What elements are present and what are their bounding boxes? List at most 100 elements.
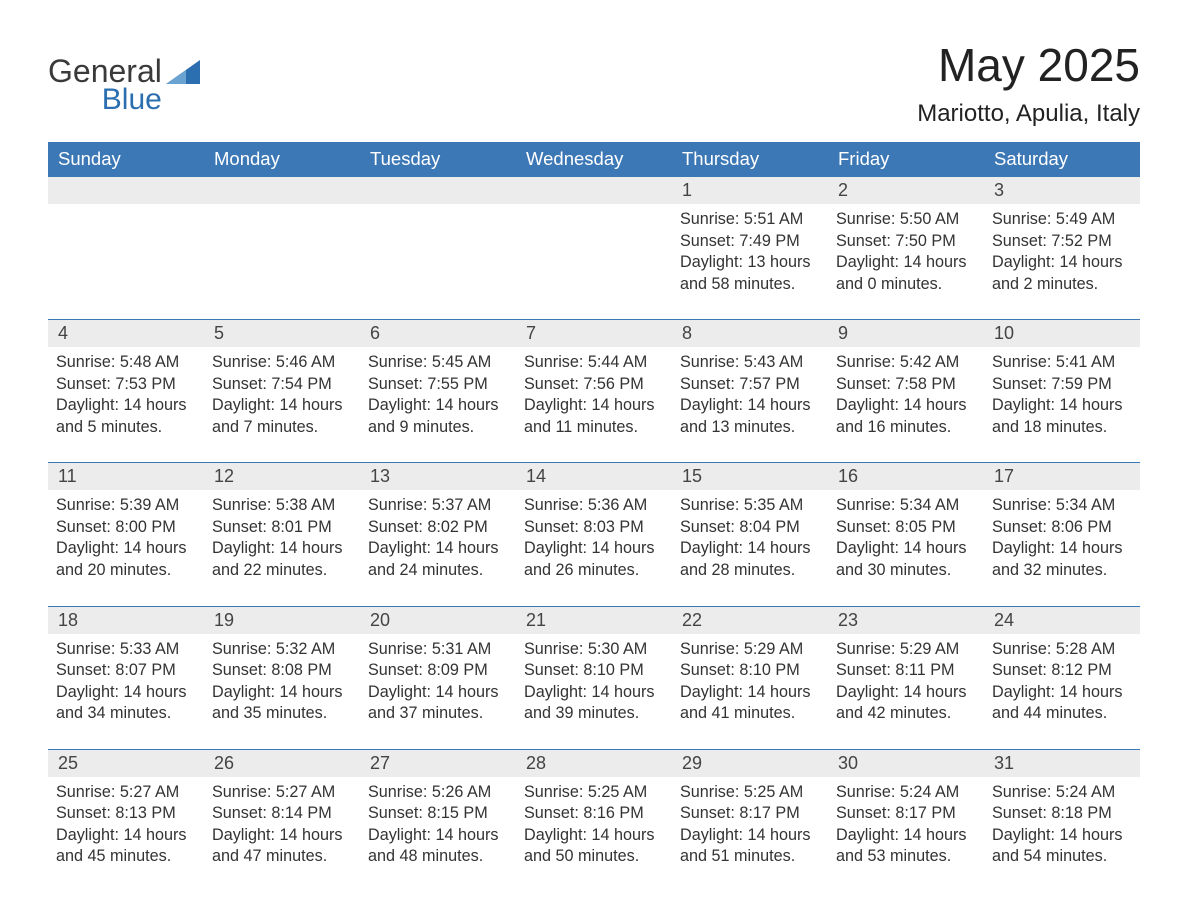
- day-details: Sunrise: 5:43 AMSunset: 7:57 PMDaylight:…: [680, 352, 820, 438]
- day-cell: 28Sunrise: 5:25 AMSunset: 8:16 PMDayligh…: [516, 750, 672, 892]
- daylight-line: Daylight: 14 hours: [992, 395, 1132, 417]
- day-number-bar: [516, 177, 672, 204]
- sunset-line: Sunset: 8:04 PM: [680, 517, 820, 539]
- day-details: Sunrise: 5:31 AMSunset: 8:09 PMDaylight:…: [368, 639, 508, 725]
- daylight-line: and 39 minutes.: [524, 703, 664, 725]
- daylight-line: and 24 minutes.: [368, 560, 508, 582]
- day-number: 19: [214, 610, 234, 630]
- sunrise-line: Sunrise: 5:29 AM: [680, 639, 820, 661]
- daylight-line: and 7 minutes.: [212, 417, 352, 439]
- day-cell: 4Sunrise: 5:48 AMSunset: 7:53 PMDaylight…: [48, 320, 204, 462]
- daylight-line: Daylight: 14 hours: [680, 682, 820, 704]
- day-number-bar: 8: [672, 320, 828, 347]
- day-cell: 3Sunrise: 5:49 AMSunset: 7:52 PMDaylight…: [984, 177, 1140, 319]
- day-number: 8: [682, 323, 692, 343]
- day-cell: 11Sunrise: 5:39 AMSunset: 8:00 PMDayligh…: [48, 463, 204, 605]
- daylight-line: and 47 minutes.: [212, 846, 352, 868]
- day-details: Sunrise: 5:45 AMSunset: 7:55 PMDaylight:…: [368, 352, 508, 438]
- sunrise-line: Sunrise: 5:44 AM: [524, 352, 664, 374]
- day-details: Sunrise: 5:26 AMSunset: 8:15 PMDaylight:…: [368, 782, 508, 868]
- day-cell: 19Sunrise: 5:32 AMSunset: 8:08 PMDayligh…: [204, 607, 360, 749]
- sunrise-line: Sunrise: 5:38 AM: [212, 495, 352, 517]
- daylight-line: Daylight: 14 hours: [992, 252, 1132, 274]
- title-block: May 2025 Mariotto, Apulia, Italy: [917, 38, 1140, 128]
- day-details: Sunrise: 5:49 AMSunset: 7:52 PMDaylight:…: [992, 209, 1132, 295]
- daylight-line: Daylight: 14 hours: [368, 682, 508, 704]
- sunset-line: Sunset: 7:55 PM: [368, 374, 508, 396]
- day-cell: 10Sunrise: 5:41 AMSunset: 7:59 PMDayligh…: [984, 320, 1140, 462]
- weekday-header: Friday: [828, 142, 984, 177]
- day-number-bar: 11: [48, 463, 204, 490]
- day-cell: [204, 177, 360, 319]
- day-number-bar: 9: [828, 320, 984, 347]
- day-number: 5: [214, 323, 224, 343]
- sunset-line: Sunset: 8:11 PM: [836, 660, 976, 682]
- sunrise-line: Sunrise: 5:26 AM: [368, 782, 508, 804]
- sunrise-line: Sunrise: 5:42 AM: [836, 352, 976, 374]
- day-number: 26: [214, 753, 234, 773]
- daylight-line: Daylight: 13 hours: [680, 252, 820, 274]
- day-number-bar: 26: [204, 750, 360, 777]
- daylight-line: Daylight: 14 hours: [992, 682, 1132, 704]
- daylight-line: and 20 minutes.: [56, 560, 196, 582]
- day-number-bar: 4: [48, 320, 204, 347]
- logo-text-block: General Blue: [48, 56, 162, 117]
- day-number-bar: 5: [204, 320, 360, 347]
- daylight-line: Daylight: 14 hours: [212, 682, 352, 704]
- daylight-line: and 18 minutes.: [992, 417, 1132, 439]
- calendar-week-row: 25Sunrise: 5:27 AMSunset: 8:13 PMDayligh…: [48, 749, 1140, 892]
- location-subtitle: Mariotto, Apulia, Italy: [917, 100, 1140, 128]
- day-details: Sunrise: 5:34 AMSunset: 8:05 PMDaylight:…: [836, 495, 976, 581]
- sunset-line: Sunset: 8:03 PM: [524, 517, 664, 539]
- sunset-line: Sunset: 8:17 PM: [836, 803, 976, 825]
- sunrise-line: Sunrise: 5:34 AM: [992, 495, 1132, 517]
- daylight-line: Daylight: 14 hours: [524, 395, 664, 417]
- daylight-line: Daylight: 14 hours: [56, 538, 196, 560]
- day-number: 30: [838, 753, 858, 773]
- day-details: Sunrise: 5:41 AMSunset: 7:59 PMDaylight:…: [992, 352, 1132, 438]
- day-details: Sunrise: 5:27 AMSunset: 8:14 PMDaylight:…: [212, 782, 352, 868]
- daylight-line: and 16 minutes.: [836, 417, 976, 439]
- sunrise-line: Sunrise: 5:28 AM: [992, 639, 1132, 661]
- day-details: Sunrise: 5:46 AMSunset: 7:54 PMDaylight:…: [212, 352, 352, 438]
- sunrise-line: Sunrise: 5:24 AM: [836, 782, 976, 804]
- daylight-line: Daylight: 14 hours: [992, 538, 1132, 560]
- day-number-bar: 13: [360, 463, 516, 490]
- daylight-line: Daylight: 14 hours: [56, 395, 196, 417]
- daylight-line: Daylight: 14 hours: [524, 538, 664, 560]
- day-number: 6: [370, 323, 380, 343]
- daylight-line: and 37 minutes.: [368, 703, 508, 725]
- daylight-line: and 22 minutes.: [212, 560, 352, 582]
- day-details: Sunrise: 5:34 AMSunset: 8:06 PMDaylight:…: [992, 495, 1132, 581]
- sunrise-line: Sunrise: 5:25 AM: [680, 782, 820, 804]
- day-number-bar: [360, 177, 516, 204]
- daylight-line: Daylight: 14 hours: [212, 395, 352, 417]
- daylight-line: Daylight: 14 hours: [836, 682, 976, 704]
- month-title: May 2025: [917, 38, 1140, 92]
- day-number: 7: [526, 323, 536, 343]
- day-cell: 22Sunrise: 5:29 AMSunset: 8:10 PMDayligh…: [672, 607, 828, 749]
- day-number-bar: 29: [672, 750, 828, 777]
- day-cell: 8 Sunrise: 5:43 AMSunset: 7:57 PMDaylight…: [672, 320, 828, 462]
- weekday-header: Thursday: [672, 142, 828, 177]
- day-number-bar: 23: [828, 607, 984, 634]
- sunrise-line: Sunrise: 5:33 AM: [56, 639, 196, 661]
- day-number: 1: [682, 180, 692, 200]
- day-number-bar: [48, 177, 204, 204]
- daylight-line: Daylight: 14 hours: [212, 825, 352, 847]
- day-details: Sunrise: 5:30 AMSunset: 8:10 PMDaylight:…: [524, 639, 664, 725]
- sunset-line: Sunset: 7:57 PM: [680, 374, 820, 396]
- daylight-line: Daylight: 14 hours: [56, 682, 196, 704]
- daylight-line: and 58 minutes.: [680, 274, 820, 296]
- day-number-bar: 14: [516, 463, 672, 490]
- day-number: 22: [682, 610, 702, 630]
- day-number-bar: 7: [516, 320, 672, 347]
- sunrise-line: Sunrise: 5:36 AM: [524, 495, 664, 517]
- daylight-line: and 48 minutes.: [368, 846, 508, 868]
- daylight-line: Daylight: 14 hours: [680, 825, 820, 847]
- calendar-week-row: 4Sunrise: 5:48 AMSunset: 7:53 PMDaylight…: [48, 319, 1140, 462]
- daylight-line: and 34 minutes.: [56, 703, 196, 725]
- day-number: 12: [214, 466, 234, 486]
- sunset-line: Sunset: 8:01 PM: [212, 517, 352, 539]
- daylight-line: and 32 minutes.: [992, 560, 1132, 582]
